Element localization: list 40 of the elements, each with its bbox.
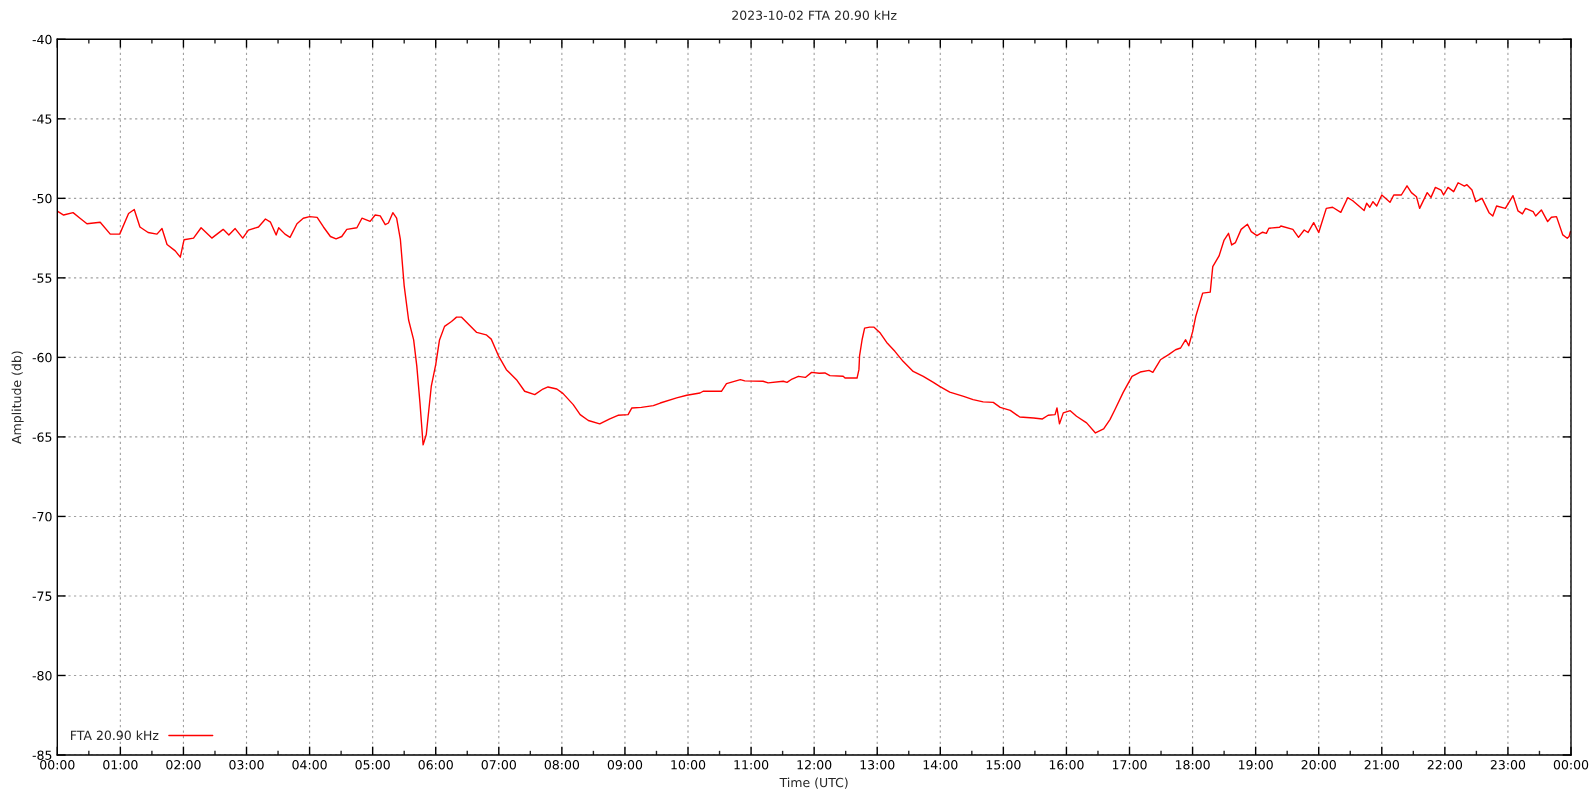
x-axis-title: Time (UTC) (779, 777, 848, 789)
y-tick-label: -75 (32, 591, 52, 601)
y-tick-label: -80 (32, 670, 52, 681)
x-tick-label: 23:00 (1490, 760, 1526, 770)
y-tick-label: -40 (32, 34, 52, 45)
y-tick-label: -85 (32, 750, 52, 760)
x-tick-label: 14:00 (923, 760, 958, 770)
x-tick-label: 05:00 (355, 760, 390, 770)
x-tick-label: 21:00 (1364, 760, 1399, 770)
x-tick-label: 20:00 (1301, 760, 1336, 770)
x-tick-label: 18:00 (1175, 760, 1210, 770)
y-tick-label: -50 (32, 193, 52, 204)
x-tick-label: 19:00 (1239, 760, 1273, 770)
x-tick-label: 15:00 (986, 760, 1021, 770)
x-tick-label: 09:00 (607, 760, 643, 770)
x-tick-label: 04:00 (292, 760, 327, 770)
y-tick-label: -70 (32, 511, 52, 522)
x-tick-label: 12:00 (797, 760, 832, 770)
line-series (57, 182, 1571, 446)
y-tick-label: -55 (32, 273, 52, 283)
x-tick-label: 00:00 (40, 760, 75, 770)
x-tick-label: 17:00 (1112, 760, 1147, 770)
chart-title: 2023-10-02 FTA 20.90 kHz (732, 10, 897, 21)
x-tick-label: 08:00 (544, 760, 580, 770)
x-tick-label: 01:00 (103, 760, 138, 770)
x-tick-label: 10:00 (671, 760, 706, 770)
x-tick-label: 16:00 (1049, 760, 1084, 770)
x-tick-label: 03:00 (229, 760, 264, 770)
y-tick-label: -60 (32, 352, 52, 363)
y-tick-label: -65 (32, 432, 52, 442)
x-tick-label: 07:00 (481, 760, 516, 770)
y-axis-title: Amplitude (db) (11, 351, 24, 444)
legend-label: FTA 20.90 kHz (71, 730, 159, 741)
x-tick-label: 11:00 (734, 760, 769, 770)
x-tick-label: 02:00 (166, 760, 201, 770)
x-tick-label: 22:00 (1427, 760, 1463, 770)
x-tick-label: 06:00 (418, 760, 453, 770)
x-tick-label: 13:00 (860, 760, 895, 770)
x-tick-label: 00:00 (1553, 760, 1589, 770)
y-tick-label: -45 (32, 114, 52, 124)
